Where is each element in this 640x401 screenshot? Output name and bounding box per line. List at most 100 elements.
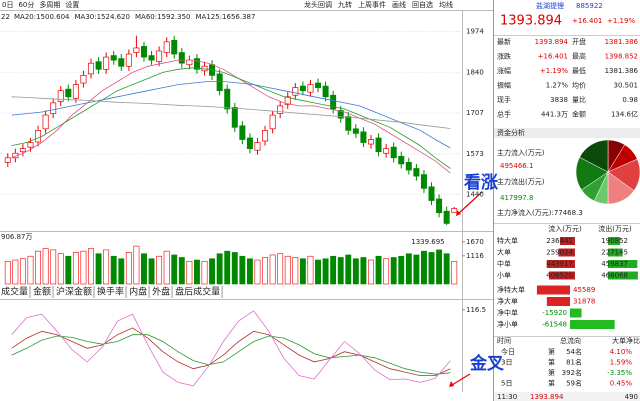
candle-body (57, 90, 64, 102)
volume-bar (383, 258, 390, 285)
net-label: 净特大单 (497, 285, 525, 294)
candle-body (443, 210, 450, 224)
arrow (457, 191, 483, 215)
flow-bar (608, 271, 638, 280)
candle-body (133, 47, 140, 53)
indicator-tab[interactable]: 成交量 (1, 286, 28, 298)
candle-body (171, 39, 178, 55)
volume-bar (443, 253, 450, 285)
indicator-tab[interactable]: 外盘 (152, 286, 170, 298)
fund-header-bar (494, 128, 640, 138)
net-label: 净中单 (497, 308, 518, 317)
volume-bar (254, 259, 261, 285)
volume-bar (330, 255, 337, 285)
y-tick-label: 1116 (466, 252, 484, 260)
toolbar-button[interactable]: 设置 (65, 0, 79, 9)
volume-bar (307, 255, 314, 285)
volume-bar (292, 257, 299, 285)
rank-ratio: 0.45% (610, 380, 633, 388)
volume-bar (178, 257, 185, 285)
quote-value: +1.19% (540, 67, 568, 75)
candle-body (103, 56, 110, 70)
candle-body (375, 137, 382, 153)
toolbar-button[interactable]: 0日 (2, 1, 13, 9)
indicator-tab[interactable]: 沪深金额 (56, 286, 92, 298)
volume-bar (246, 258, 253, 285)
net-label: 净大单 (497, 297, 518, 306)
volume-bar (186, 260, 193, 285)
y-tick-label: 1573 (466, 150, 484, 158)
volume-bar (35, 250, 41, 285)
row-label: 大单 (497, 248, 511, 257)
quote-label: 涨跌 (497, 52, 511, 61)
rank-value: 81名 (566, 358, 582, 367)
quote-value: 134.6亿 (611, 110, 638, 119)
volume-bar (148, 258, 155, 285)
quote-value: 30.501 (614, 82, 639, 90)
quote-label: 最新 (497, 37, 511, 46)
volume-bar (57, 253, 64, 285)
candle-body (42, 114, 49, 130)
candle-body (428, 186, 435, 201)
rank-value: 59名 (566, 379, 582, 388)
flow-out: 190852 (601, 237, 628, 245)
kdj-line (11, 327, 451, 376)
toolbar-button[interactable]: 多周期 (39, 0, 60, 9)
quote-label: 总手 (497, 110, 511, 119)
stock-price: 1393.894 (500, 14, 562, 29)
arrow (451, 373, 471, 386)
toolbar-button[interactable]: 回自选 (412, 0, 433, 9)
status-volume: 490 (625, 393, 638, 401)
candle-body (110, 55, 117, 61)
quote-label: 开盘 (572, 37, 586, 46)
ma-fragment: 22 (1, 13, 10, 21)
volume-bar (299, 258, 306, 285)
volume-bar (405, 253, 412, 285)
candle-body (19, 148, 26, 153)
volume-bar (345, 254, 352, 285)
candle-body (224, 88, 231, 110)
candle-body (65, 88, 72, 98)
toolbar-button[interactable]: 60分 (18, 0, 34, 9)
y-tick-label: 1670 (466, 238, 484, 246)
flow-in: 406520 (546, 272, 573, 280)
volume-bar (80, 250, 87, 285)
flow-bar (549, 271, 575, 280)
volume-bar (368, 259, 374, 285)
candle-body (95, 61, 102, 70)
toolbar-button[interactable]: 画线 (392, 0, 406, 9)
quote-label: 最高 (572, 52, 586, 61)
indicator-tab[interactable]: 内盘 (129, 286, 147, 298)
toolbar-button[interactable]: 均线 (439, 0, 453, 9)
candle-body (35, 129, 42, 143)
y-tick-label: 1840 (466, 68, 484, 76)
volume-bar (163, 250, 170, 285)
toolbar-button[interactable]: 上周事件 (358, 0, 386, 9)
fund-label: 主力流出(万元) (497, 177, 545, 186)
indicator-tab[interactable]: 盘后成交量 (175, 286, 220, 298)
volume-bar (421, 250, 427, 285)
volume-bar (436, 249, 443, 285)
status-price: 1393.894 (530, 393, 564, 401)
volume-bar (125, 252, 132, 285)
toolbar-button[interactable]: 龙头回调 (304, 0, 332, 9)
legend-entry: MA30:1524.620 (75, 13, 131, 21)
low-label: 1339.695 (411, 238, 444, 246)
indicator-tab[interactable]: 换手率 (97, 286, 124, 298)
toolbar-button[interactable]: 九转 (338, 0, 352, 9)
quote-label: 金额 (572, 110, 586, 119)
volume-bar (315, 259, 321, 285)
volume-bar (413, 254, 420, 285)
quote-label: 振幅 (497, 81, 511, 90)
volume-bar (322, 258, 329, 285)
quote-value: +16.401 (538, 53, 568, 61)
quote-value: 441.3万 (541, 111, 568, 119)
tab-bar (0, 285, 270, 299)
candle-body (284, 96, 291, 105)
indicator-tab[interactable]: 金额 (33, 286, 51, 298)
quote-value: 3838 (550, 96, 568, 104)
kdj-line (11, 310, 451, 387)
quote-label: 最低 (572, 66, 586, 75)
quote-value: 1381.386 (605, 67, 639, 75)
volume-bar (398, 255, 405, 285)
